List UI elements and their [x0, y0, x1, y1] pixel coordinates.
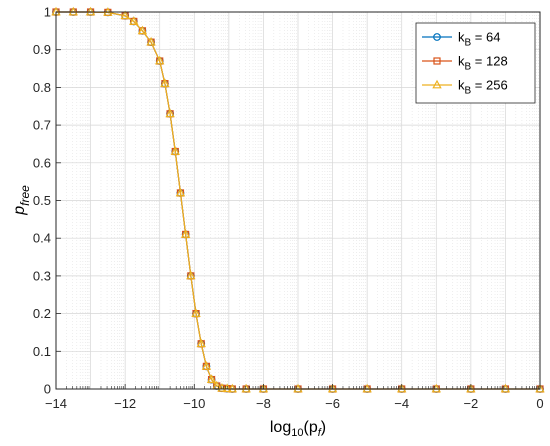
y-tick-label: 1	[44, 5, 51, 20]
legend-label: kB = 128	[458, 54, 508, 73]
data-point	[196, 338, 206, 348]
x-tick-label: 0	[536, 396, 543, 411]
legend-label-main: k	[458, 30, 465, 45]
tick-labels: 0 0.1 0.2 0.3 0.4 0.5 0.6 0.7 0.8 0.9 1 −14 −12 −10 −8…	[33, 5, 544, 412]
legend-label: kB = 256	[458, 78, 508, 97]
legend-item: kB = 256	[422, 78, 508, 97]
data-point	[160, 78, 170, 88]
data-point	[120, 10, 130, 20]
data-point	[137, 25, 148, 35]
legend-label: kB = 64	[458, 30, 500, 49]
data-point	[227, 383, 238, 393]
y-tick-label: 0.6	[33, 155, 51, 170]
legend-label-rest: = 128	[471, 54, 508, 69]
x-tick-label: −6	[325, 396, 340, 411]
legend-marker	[432, 79, 442, 89]
y-tick-label: 0.4	[33, 231, 51, 246]
y-axis-label: pfree	[11, 185, 32, 216]
axis-ticks	[55, 11, 541, 390]
data-point	[206, 374, 217, 383]
data-point	[241, 383, 251, 393]
data-point	[68, 6, 78, 16]
legend-label-sub: B	[465, 62, 472, 73]
legend-item: kB = 128	[422, 54, 508, 73]
legend-box	[415, 22, 536, 104]
data-point	[175, 187, 186, 197]
y-tick-label: 0.2	[33, 306, 51, 321]
data-point	[129, 16, 139, 25]
legend-label-rest: = 64	[471, 30, 500, 45]
x-tick-label: −2	[463, 396, 478, 411]
y-tick-label: 0.3	[33, 268, 51, 283]
legend-item: kB = 64	[422, 30, 500, 49]
data-point	[191, 308, 201, 317]
y-tick-label: 0	[44, 382, 51, 397]
legend-label-sub: B	[465, 38, 472, 49]
legend-label-main: k	[458, 54, 465, 69]
legend-label-sub: B	[465, 86, 472, 97]
data-point	[146, 36, 156, 46]
data-point	[201, 361, 212, 370]
data-point	[186, 270, 196, 280]
x-tick-label: −14	[45, 396, 67, 411]
legend-label-rest: = 256	[471, 78, 508, 93]
x-tick-label: −10	[183, 396, 205, 411]
x-tick-label: −4	[394, 396, 409, 411]
data-point	[170, 146, 180, 155]
y-tick-label: 0.1	[33, 344, 51, 359]
x-tick-label: −8	[256, 396, 271, 411]
y-tick-label: 0.8	[33, 80, 51, 95]
x-axis-label: log10(pf)	[270, 419, 326, 439]
data-point	[155, 55, 165, 65]
data-point	[85, 6, 96, 16]
legend-marker	[433, 57, 441, 65]
y-tick-label: 0.7	[33, 118, 51, 133]
y-tick-label: 0.5	[33, 193, 51, 208]
data-point	[165, 108, 175, 118]
legend-label-main: k	[458, 78, 465, 93]
data-point	[180, 229, 191, 238]
legend-marker	[433, 33, 441, 41]
y-tick-label: 0.9	[33, 42, 51, 57]
x-tick-label: −12	[114, 396, 136, 411]
